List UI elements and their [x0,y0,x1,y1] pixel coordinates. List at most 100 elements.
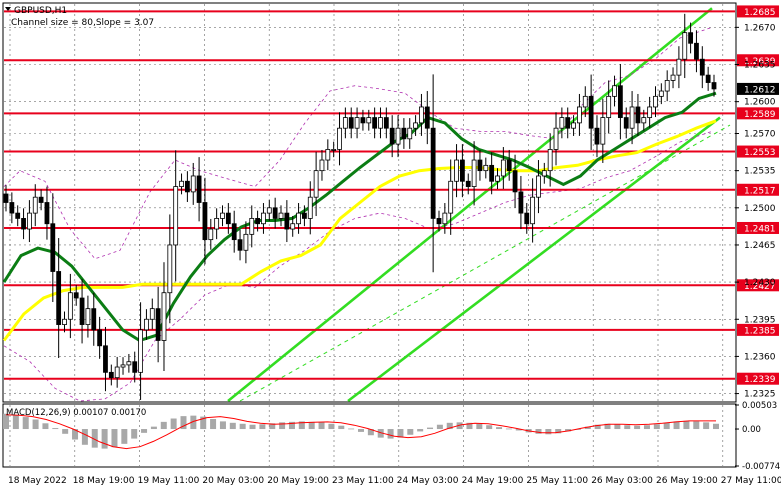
candle-body-bear [594,127,600,145]
candle-body-bear [705,74,711,83]
macd-histogram-bar [693,421,700,430]
candle-body-bear [44,202,50,225]
macd-histogram-bar [348,428,355,430]
candle-body-bull [378,117,383,129]
candle-body-bull [471,159,477,187]
candle-body-bear [588,95,594,129]
current-price-tag [737,82,779,95]
macd-histogram-bar [308,421,315,430]
macd-histogram-bar [91,429,98,448]
x-tick-label: 20 May 19:00 [267,476,329,486]
candle-body-bull [307,196,313,219]
level-label: 1.2517 [744,186,776,196]
candle-body-bull [167,244,173,294]
x-tick-label: 25 May 11:00 [526,476,588,486]
macd-histogram-bar [565,429,572,432]
macd-histogram-bar [279,422,286,430]
candle-body-bull [85,308,91,325]
x-tick-label: 20 May 03:00 [202,476,264,486]
macd-histogram-bar [683,420,690,430]
candle-body-bull [331,149,337,151]
candle-body-bear [401,127,407,140]
level-tag [737,323,779,336]
candle-body-bear [225,212,231,225]
macd-histogram-bar [397,429,404,438]
chart-symbol-title: GBPUSD,H1 [14,6,67,16]
macd-histogram-bar [584,426,591,430]
candle-body-bear [688,32,693,44]
macd-histogram-bar [436,424,443,430]
macd-histogram-bar [52,428,59,430]
candle-body-bull [682,32,688,60]
macd-histogram-bar [160,421,167,430]
macd-histogram-bar [407,429,414,435]
candle-body-bull [62,318,67,325]
macd-histogram-bar [338,425,345,430]
macd-histogram-bar [318,422,325,430]
level-tag [737,183,779,196]
candle-body-bull [325,149,331,161]
candle-body-bear [3,193,9,203]
macd-histogram-bar [713,423,719,430]
candle-body-bear [237,239,243,251]
macd-histogram-bar [150,426,157,430]
macd-histogram-bar [141,429,148,433]
macd-histogram-bar [81,429,88,445]
candle-body-bear [524,212,530,225]
macd-histogram-bar [367,429,374,436]
macd-histogram-bar [121,429,128,444]
candle-body-bear [231,223,237,241]
macd-histogram-bar [358,429,364,432]
candle-body-bull [208,228,214,241]
candle-body-bear [155,308,161,341]
candle-body-bear [302,212,307,219]
y-tick-label: 1.2465 [744,241,776,251]
candle-body-bull [261,212,266,225]
macd-histogram-bar [446,422,453,430]
candle-body-bull [577,106,582,124]
level-tag [737,5,779,18]
candle-body-bull [600,117,606,145]
candle-body-bear [184,180,190,193]
level-tag [737,145,779,158]
macd-histogram-bar [259,424,266,430]
candle-body-bear [196,175,202,203]
candle-body-bear [424,106,430,129]
x-tick-label: 18 May 19:00 [73,476,135,486]
candle-body-bear [518,191,524,214]
candle-body-bear [91,308,97,331]
candle-body-bull [419,106,424,124]
candle-body-bull [582,95,588,108]
candle-body-bull [571,122,576,129]
macd-histogram-bar [269,423,276,430]
candle-body-bull [559,117,565,129]
channel-middle-line [239,124,731,402]
level-tag [737,221,779,234]
candle-body-bull [354,117,360,129]
candle-body-bull [278,212,284,219]
x-tick-label: 26 May 03:00 [591,476,653,486]
macd-histogram-bar [545,429,552,435]
candle-body-bull [454,159,459,182]
candle-body-bull [413,122,418,129]
candle-body-bear [79,297,85,325]
candle-body-bull [161,292,167,341]
candle-body-bear [56,271,62,325]
collapse-triangle-icon[interactable] [5,7,11,11]
candle-body-bull [448,180,454,214]
macd-histogram-bar [653,424,660,430]
macd-histogram-bar [594,424,601,430]
candle-body-bull [366,117,372,124]
candle-body-bull [337,127,342,150]
candle-body-bull [27,212,32,230]
macd-tick-label: 0.00503 [742,401,777,411]
candle-body-bull [653,95,658,108]
candle-body-bull [342,117,348,129]
candle-body-bear [617,85,623,118]
candle-body-bull [670,74,676,81]
macd-histogram-bar [22,417,29,430]
level-label: 1.2481 [744,224,776,234]
macd-histogram-bar [703,422,710,430]
regression-channel [227,7,731,403]
macd-histogram-bar [239,423,246,430]
